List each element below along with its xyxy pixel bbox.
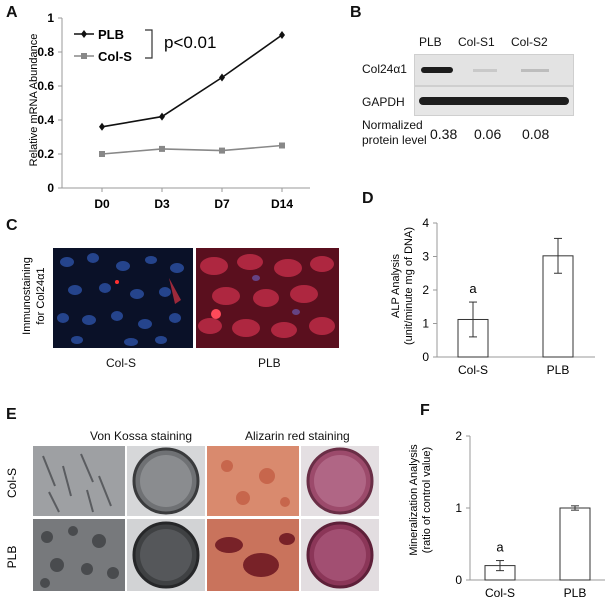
panel-a-y-tick-label: 1 bbox=[47, 11, 54, 25]
panel-a-letter: A bbox=[6, 4, 18, 21]
col24a1-band-col-s2 bbox=[521, 69, 549, 72]
panel-b-western-blot: PLB Col-S1 Col-S2 Col24α1 GAPDH Normaliz… bbox=[350, 0, 615, 180]
bar-chart-y-tick-label: 4 bbox=[422, 216, 429, 230]
bar-chart-y-tick-label: 1 bbox=[455, 501, 462, 515]
panel-a-point bbox=[99, 151, 105, 157]
row-label-plb: PLB bbox=[5, 546, 19, 569]
bar-category-label: PLB bbox=[547, 363, 570, 377]
micrograph-plb bbox=[196, 248, 339, 348]
panel-c-letter: C bbox=[6, 217, 18, 234]
panel-a-series-line bbox=[101, 144, 283, 155]
bar-chart-y-tick-label: 2 bbox=[455, 429, 462, 443]
col24a1-band-plb bbox=[421, 67, 453, 73]
panel-a-x-tick-label: D0 bbox=[94, 197, 110, 211]
panel-b-letter: B bbox=[350, 4, 362, 21]
panel-c-ylabel-line2: for Col24α1 bbox=[35, 267, 47, 324]
panel-a-legend-marker bbox=[81, 30, 87, 38]
panel-d-bar-chart: ALP Analysis (unit/minute mg of DNA) 0 1 2… bbox=[390, 216, 595, 377]
panel-a-point bbox=[279, 31, 285, 39]
panel-a-series-line bbox=[101, 34, 283, 128]
lane-label-col-s1: Col-S1 bbox=[458, 35, 495, 49]
bar-category-label: Col-S bbox=[485, 586, 515, 600]
lane-label-plb: PLB bbox=[419, 35, 442, 49]
panel-e-row-labels: Col-S PLB bbox=[5, 468, 19, 569]
panel-a-point bbox=[219, 73, 225, 82]
normalized-label-line1: Normalized bbox=[362, 118, 423, 132]
bar-category-label: Col-S bbox=[458, 363, 488, 377]
panel-f-ylabel-line1: Mineralization Analysis bbox=[408, 444, 420, 556]
panel-f-letter: F bbox=[420, 402, 430, 419]
gapdh-blot-strip bbox=[414, 86, 574, 116]
panel-a-legend-marker bbox=[81, 53, 87, 59]
panel-a-point bbox=[219, 147, 225, 154]
col24a1-blot-strip bbox=[414, 54, 574, 86]
caption-col-s: Col-S bbox=[106, 356, 137, 370]
normalized-label-line2: protein level bbox=[362, 133, 427, 147]
panel-a-y-tick-label: 0.8 bbox=[37, 45, 54, 59]
norm-value-col-s2: 0.08 bbox=[522, 126, 550, 142]
alizarin-well-col-s bbox=[301, 446, 379, 516]
col24a1-band-col-s1 bbox=[473, 69, 497, 72]
blot-row-label-gapdh: GAPDH bbox=[362, 95, 405, 109]
panel-a-y-tick-label: 0.2 bbox=[37, 147, 54, 161]
panel-a-x-tick-label: D14 bbox=[271, 197, 293, 211]
bar-chart-y-tick-label: 3 bbox=[422, 250, 429, 264]
bar-chart-y-tick-label: 0 bbox=[422, 350, 429, 364]
von-kossa-micro-plb bbox=[33, 519, 125, 591]
panel-a-significance-bracket bbox=[145, 29, 153, 59]
bar-chart-y-tick-label: 2 bbox=[422, 283, 429, 297]
header-alizarin-red: Alizarin red staining bbox=[245, 429, 350, 443]
von-kossa-micro-col-s bbox=[33, 446, 125, 516]
panel-c-ylabel-line1: Immunostaining bbox=[21, 257, 33, 335]
panel-a-point bbox=[159, 145, 165, 152]
panel-a-pvalue: p<0.01 bbox=[164, 33, 216, 52]
alizarin-well-plb bbox=[301, 519, 379, 591]
panel-a-x-tick-label: D7 bbox=[214, 197, 230, 211]
micrograph-col-s bbox=[53, 248, 193, 348]
panel-d-ylabel-line1: ALP Analysis bbox=[390, 254, 402, 319]
panel-a-legend-label: Col-S bbox=[98, 49, 132, 64]
panel-a-legend-label: PLB bbox=[98, 27, 124, 42]
panel-a-y-tick-label: 0 bbox=[47, 181, 54, 195]
gapdh-band bbox=[419, 97, 569, 105]
row-label-col-s: Col-S bbox=[5, 468, 19, 498]
panel-a-point bbox=[159, 112, 165, 121]
significance-letter: a bbox=[496, 540, 504, 555]
bar-category-label: PLB bbox=[564, 586, 587, 600]
alizarin-micro-col-s bbox=[207, 446, 299, 516]
blot-row-label-col24a1: Col24α1 bbox=[362, 62, 407, 76]
panel-f-bar-chart: Mineralization Analysis (ratio of contro… bbox=[408, 429, 605, 600]
panel-e-letter: E bbox=[6, 406, 17, 423]
significance-letter: a bbox=[469, 281, 477, 296]
bar-chart-y-tick-label: 1 bbox=[422, 317, 429, 331]
panel-a-point bbox=[279, 142, 285, 149]
caption-plb: PLB bbox=[258, 356, 281, 370]
lane-label-col-s2: Col-S2 bbox=[511, 35, 548, 49]
von-kossa-well-plb bbox=[127, 519, 205, 591]
panel-a-y-tick-label: 0.4 bbox=[37, 113, 54, 127]
alizarin-micro-plb bbox=[207, 519, 299, 591]
panel-a-line-chart: Relative mRNA Abundance 0 0.2 0.4 0.6 0.8 1 D0… bbox=[28, 11, 310, 211]
norm-value-plb: 0.38 bbox=[430, 126, 458, 142]
panel-a-y-tick-label: 0.6 bbox=[37, 79, 54, 93]
panel-a-x-tick-label: D3 bbox=[154, 197, 170, 211]
bar bbox=[559, 507, 591, 581]
panel-c-ylabel: Immunostaining for Col24α1 bbox=[21, 257, 47, 335]
panel-a-point bbox=[99, 122, 105, 131]
panel-d-ylabel-line2: (unit/minute mg of DNA) bbox=[403, 227, 415, 345]
bar-chart-y-tick-label: 0 bbox=[455, 573, 462, 587]
header-von-kossa: Von Kossa staining bbox=[90, 429, 193, 443]
panel-a-ylabel: Relative mRNA Abundance bbox=[28, 34, 40, 167]
panel-f-ylabel-line2: (ratio of control value) bbox=[421, 447, 433, 553]
panel-d-letter: D bbox=[362, 190, 374, 207]
norm-value-col-s1: 0.06 bbox=[474, 126, 502, 142]
von-kossa-well-col-s bbox=[127, 446, 205, 516]
